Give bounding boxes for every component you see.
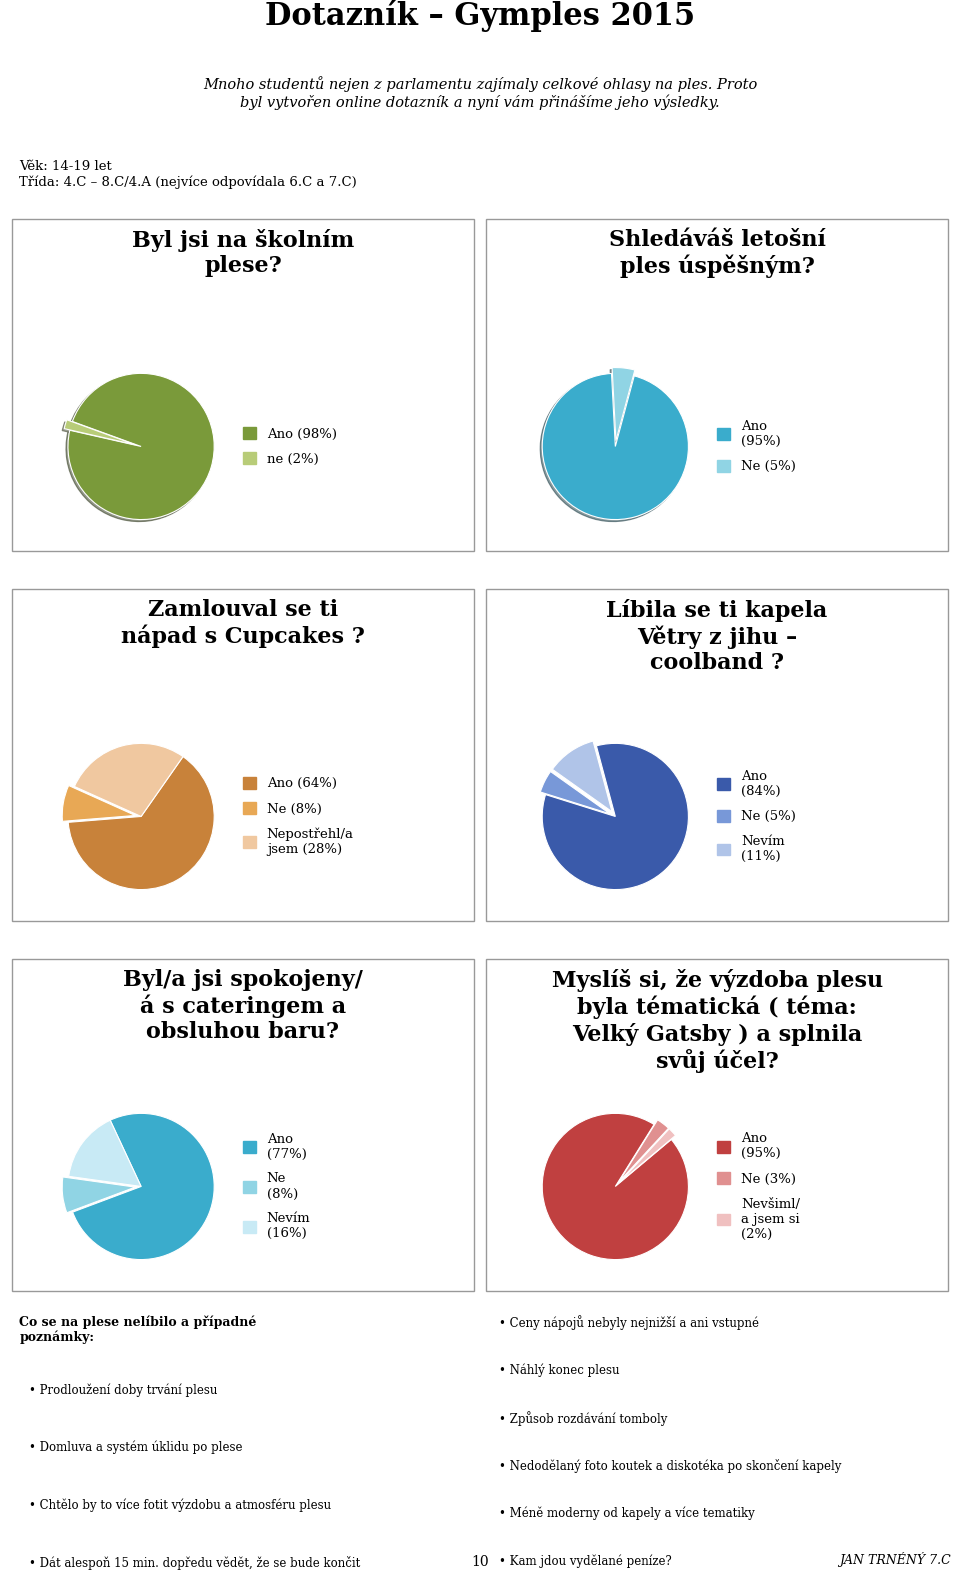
Text: Byl/a jsi spokojeny/
á s cateringem a
obsluhou baru?: Byl/a jsi spokojeny/ á s cateringem a ob… [123,968,363,1044]
Legend: Ano
(95%), Ne (3%), Nevšiml/
a jsem si
(2%): Ano (95%), Ne (3%), Nevšiml/ a jsem si (… [713,1129,804,1245]
Text: Shledáváš letošní
ples úspěšným?: Shledáváš letošní ples úspěšným? [609,230,826,278]
Text: Zamlouval se ti
nápad s Cupcakes ?: Zamlouval se ti nápad s Cupcakes ? [121,599,365,648]
Wedge shape [62,1177,135,1212]
Text: • Ceny nápojů nebyly nejnižší a ani vstupné: • Ceny nápojů nebyly nejnižší a ani vstu… [499,1316,759,1330]
Wedge shape [542,1113,688,1259]
FancyBboxPatch shape [486,219,948,552]
Text: Líbila se ti kapela
Větry z jihu –
coolband ?: Líbila se ti kapela Větry z jihu – coolb… [607,599,828,674]
Legend: Ano
(77%), Ne
(8%), Nevím
(16%): Ano (77%), Ne (8%), Nevím (16%) [239,1129,314,1245]
Wedge shape [612,368,635,440]
Text: Co se na plese nelíbilo a případné
poznámky:: Co se na plese nelíbilo a případné pozná… [19,1316,256,1344]
Wedge shape [73,1113,214,1259]
Text: 10: 10 [471,1555,489,1569]
Text: • Kam jdou vydělané peníze?: • Kam jdou vydělané peníze? [499,1555,672,1567]
Wedge shape [542,744,688,890]
FancyBboxPatch shape [12,959,474,1291]
Text: • Chtělo by to více fotit výzdobu a atmosféru plesu: • Chtělo by to více fotit výzdobu a atmo… [29,1498,331,1512]
Wedge shape [68,374,214,520]
Wedge shape [552,740,612,811]
Text: • Méně moderny od kapely a více tematiky: • Méně moderny od kapely a více tematiky [499,1506,755,1520]
Text: Dotazník – Gymples 2015: Dotazník – Gymples 2015 [265,0,695,33]
Text: Byl jsi na školním
plese?: Byl jsi na školním plese? [132,230,354,277]
Text: Mnoho studentů nejen z parlamentu zajímaly celkové ohlasy na ples. Proto
byl vyt: Mnoho studentů nejen z parlamentu zajíma… [203,75,757,110]
Text: • Domluva a systém úklidu po plese: • Domluva a systém úklidu po plese [29,1442,242,1454]
Text: Myslíš si, že výzdoba plesu
byla tématická ( téma:
Velký Gatsby ) a splnila
svůj: Myslíš si, že výzdoba plesu byla tématic… [552,968,882,1074]
Legend: Ano
(95%), Ne (5%): Ano (95%), Ne (5%) [713,417,800,476]
Legend: Ano (98%), ne (2%): Ano (98%), ne (2%) [239,423,341,470]
FancyBboxPatch shape [486,590,948,921]
Wedge shape [75,744,183,816]
Wedge shape [619,1129,676,1182]
FancyBboxPatch shape [486,959,948,1291]
Text: Věk: 14-19 let
Třída: 4.C – 8.C/4.A (nejvíce odpovídala 6.C a 7.C): Věk: 14-19 let Třída: 4.C – 8.C/4.A (nej… [19,160,357,189]
Wedge shape [62,786,135,821]
Legend: Ano
(84%), Ne (5%), Nevím
(11%): Ano (84%), Ne (5%), Nevím (11%) [713,766,800,868]
Wedge shape [619,1119,668,1182]
Text: • Způsob rozdávání tomboly: • Způsob rozdávání tomboly [499,1412,667,1426]
FancyBboxPatch shape [12,219,474,552]
Text: • Nedodělaný foto koutek a diskotéka po skončení kapely: • Nedodělaný foto koutek a diskotéka po … [499,1459,842,1473]
Wedge shape [540,772,611,814]
Text: • Prodloužení doby trvání plesu: • Prodloužení doby trvání plesu [29,1383,217,1398]
Text: • Náhlý konec plesu: • Náhlý konec plesu [499,1363,620,1377]
Wedge shape [69,1121,141,1187]
Text: • Dát alespoň 15 min. dopředu vědět, že se bude končit: • Dát alespoň 15 min. dopředu vědět, že … [29,1556,360,1570]
Legend: Ano (64%), Ne (8%), Nepostřehl/a
jsem (28%): Ano (64%), Ne (8%), Nepostřehl/a jsem (2… [239,773,358,860]
Wedge shape [68,756,214,890]
Wedge shape [64,420,135,445]
Wedge shape [542,374,688,520]
FancyBboxPatch shape [12,590,474,921]
Text: JAN TRNÉNÝ 7.C: JAN TRNÉNÝ 7.C [839,1552,950,1567]
